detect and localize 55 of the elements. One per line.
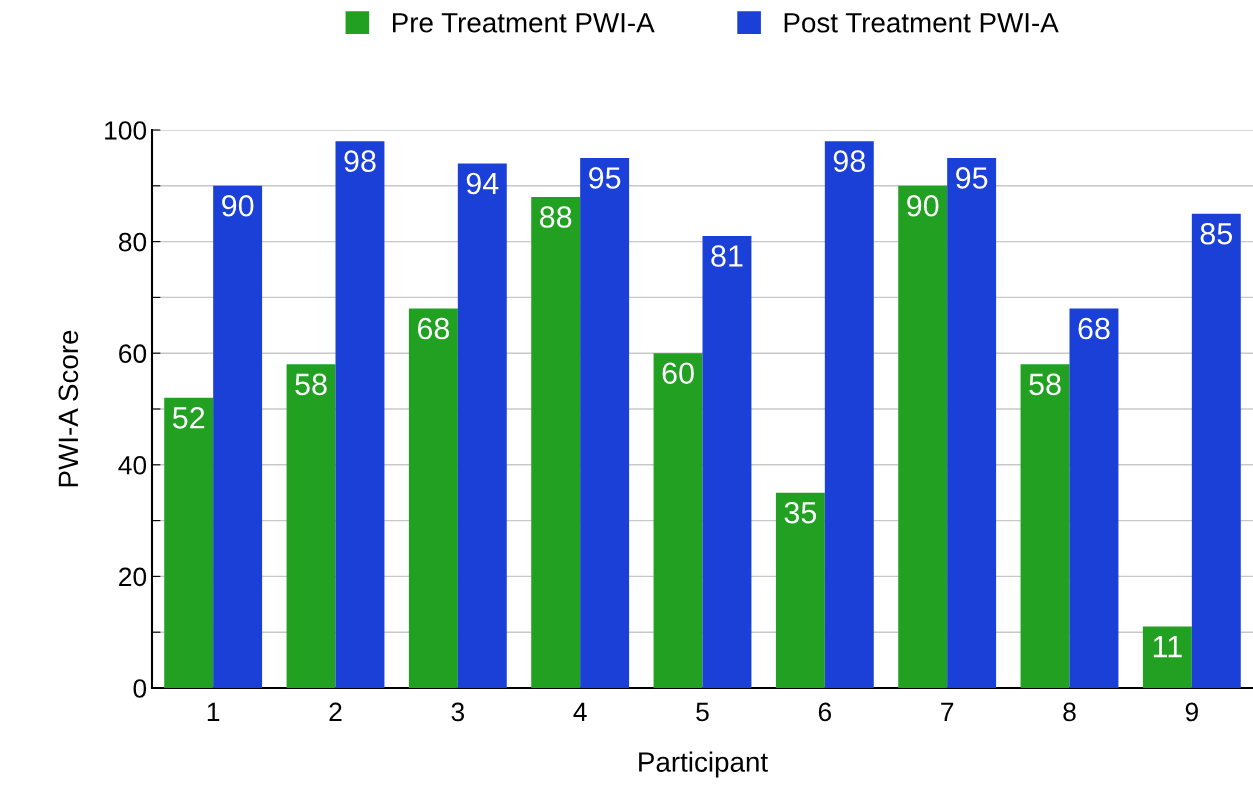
y-tick-label: 80 <box>118 232 147 252</box>
bar <box>335 141 385 688</box>
data-label: 88 <box>540 206 572 228</box>
x-tick-label: 8 <box>1063 702 1076 722</box>
bar <box>286 364 336 688</box>
bar <box>1142 626 1192 688</box>
bar <box>531 196 581 688</box>
x-axis-title: Participant <box>639 751 768 778</box>
y-tick-label: 100 <box>105 121 147 140</box>
data-label: 98 <box>344 150 376 172</box>
data-label: 11 <box>1153 636 1182 658</box>
bar <box>457 163 507 688</box>
data-label: 58 <box>295 373 327 396</box>
data-label: 35 <box>784 501 817 524</box>
y-tick-label: 20 <box>119 567 147 587</box>
data-label: 85 <box>1200 222 1233 245</box>
data-label: 52 <box>172 407 205 429</box>
x-tick-label: 1 <box>207 702 220 722</box>
x-tick-label: 7 <box>941 702 954 722</box>
data-label: 95 <box>956 167 988 189</box>
bar <box>580 157 630 688</box>
bar <box>1069 308 1119 688</box>
data-label: 95 <box>589 167 621 189</box>
x-tick-label: 2 <box>329 702 342 722</box>
bar <box>898 185 948 688</box>
y-axis-title: PWI-A Score <box>58 330 79 487</box>
bar <box>824 141 874 688</box>
data-label: 81 <box>711 245 743 267</box>
data-label: 90 <box>907 194 939 217</box>
data-label: 58 <box>1029 373 1061 396</box>
bar <box>653 353 703 688</box>
data-label: 98 <box>833 150 865 172</box>
bar <box>1191 213 1241 688</box>
y-tick-label: 40 <box>118 455 147 475</box>
x-tick-label: 5 <box>696 702 709 722</box>
bar <box>164 397 214 688</box>
x-tick-label: 9 <box>1185 702 1198 722</box>
y-tick-label: 0 <box>133 679 147 698</box>
data-label: 68 <box>1078 317 1110 340</box>
bar <box>408 308 458 688</box>
bar <box>213 185 263 688</box>
data-label: 90 <box>222 194 254 217</box>
y-tick-label: 60 <box>119 344 147 364</box>
bar <box>1020 364 1070 688</box>
bar <box>775 492 825 688</box>
x-tick-label: 6 <box>818 702 832 722</box>
data-label: 94 <box>466 172 499 195</box>
data-label: 68 <box>417 317 450 340</box>
bar <box>702 236 752 688</box>
x-tick-label: 3 <box>451 702 465 722</box>
legend-label: Pre Treatment PWI-A <box>392 13 655 33</box>
legend-label: Post Treatment PWI-A <box>784 13 1059 33</box>
data-label: 60 <box>662 362 694 385</box>
x-tick-label: 4 <box>573 702 587 722</box>
bar <box>947 157 997 688</box>
